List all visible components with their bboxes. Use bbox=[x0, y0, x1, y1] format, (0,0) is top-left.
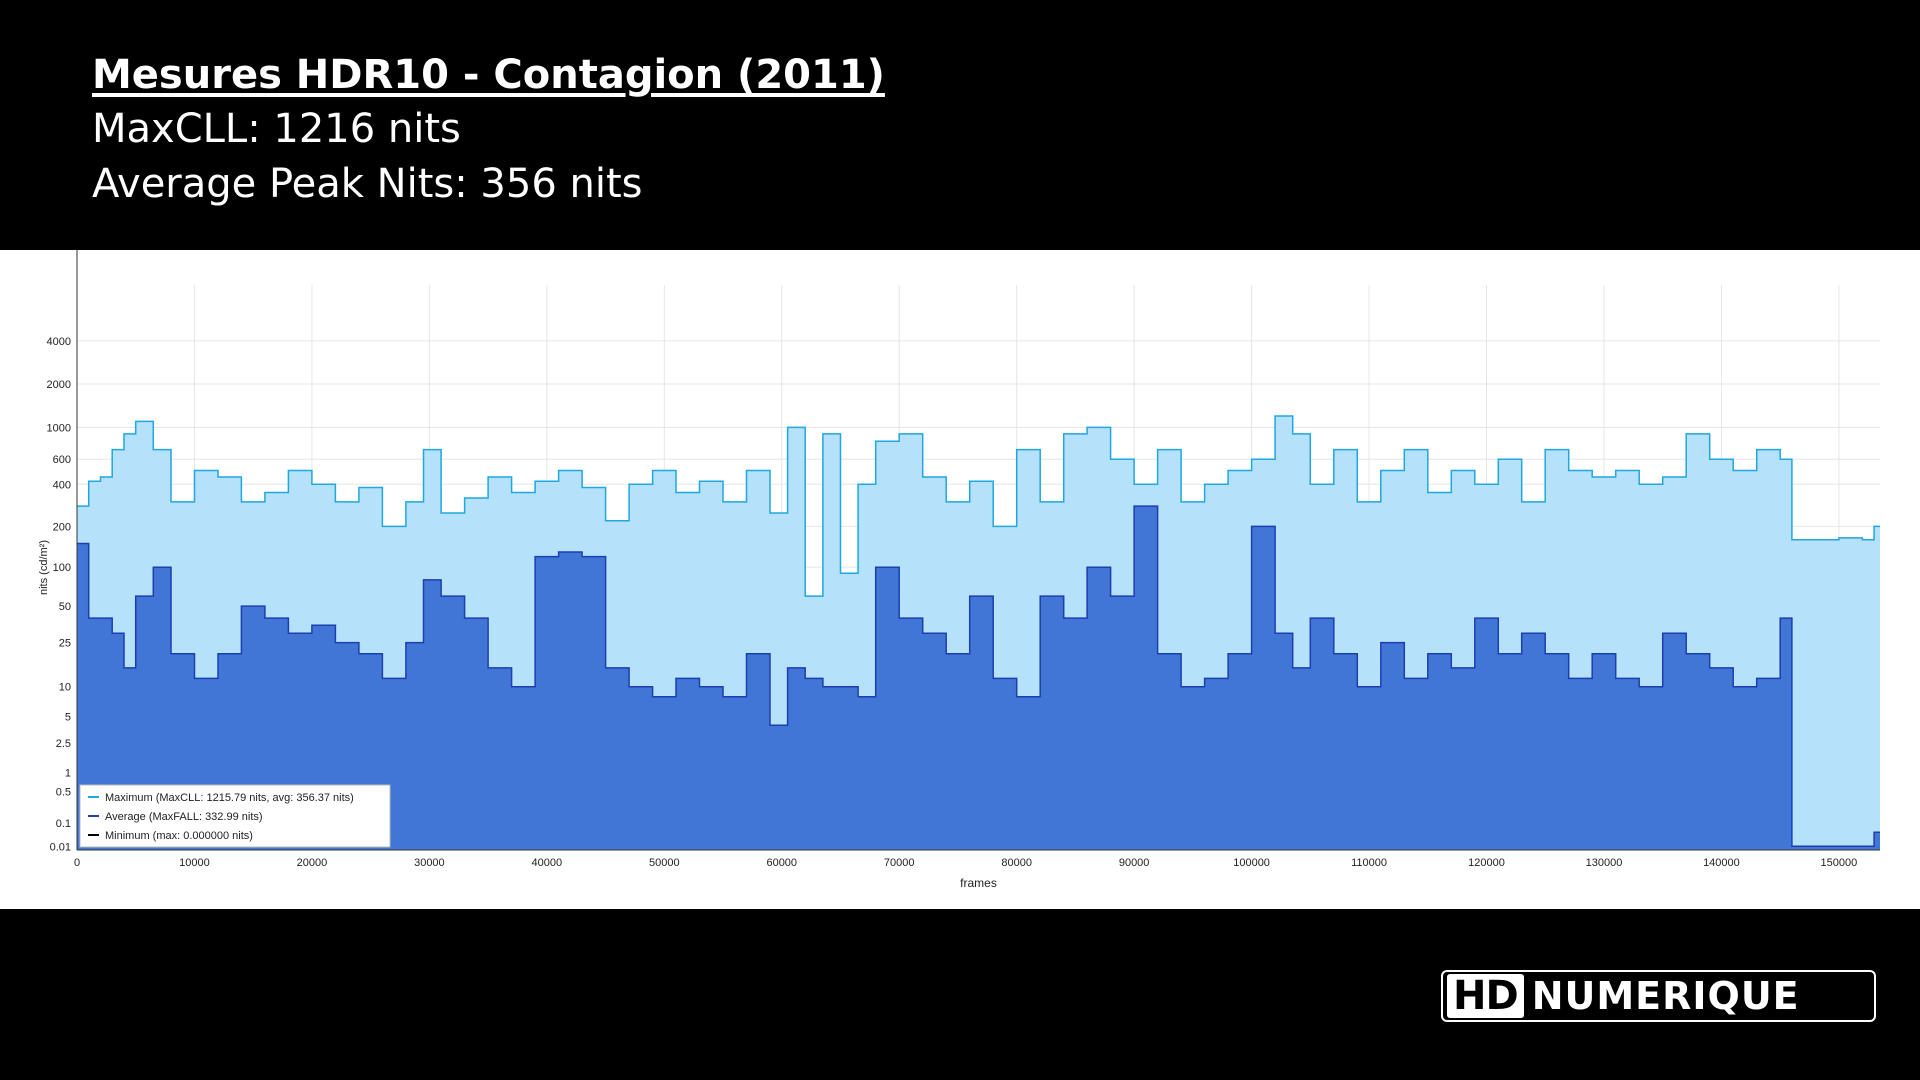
y-tick-label: 10 bbox=[59, 682, 71, 694]
average-area bbox=[77, 506, 1880, 850]
x-tick-label: 10000 bbox=[179, 857, 210, 869]
y-tick-label: 200 bbox=[53, 521, 71, 533]
x-tick-label: 80000 bbox=[1001, 857, 1032, 869]
x-tick-label: 130000 bbox=[1586, 857, 1623, 869]
y-tick-label: 600 bbox=[53, 454, 71, 466]
logo-wordmark: NUMERIQUE bbox=[1531, 974, 1800, 1018]
x-tick-label: 110000 bbox=[1351, 857, 1387, 869]
page-title: Mesures HDR10 - Contagion (2011) bbox=[92, 52, 885, 98]
average-line bbox=[77, 505, 1880, 848]
chart-panel: 0.01 0.1 0.5 1 2.5 5 10 25 50 100 200 400 600 1000 200… bbox=[0, 250, 1920, 909]
legend-label: Average (MaxFALL: 332.99 nits) bbox=[105, 811, 263, 823]
y-tick-label: 50 bbox=[59, 601, 71, 613]
x-tick-label: 0 bbox=[74, 857, 80, 869]
x-tick-label: 140000 bbox=[1703, 857, 1740, 869]
x-tick-label: 120000 bbox=[1468, 857, 1505, 869]
x-tick-label: 70000 bbox=[884, 857, 915, 869]
maximum-line bbox=[77, 415, 1880, 597]
x-tick-label: 150000 bbox=[1821, 857, 1858, 869]
x-tick-label: 30000 bbox=[414, 857, 445, 869]
legend-label: Maximum (MaxCLL: 1215.79 nits, avg: 356.… bbox=[105, 792, 354, 804]
maxcll-text: MaxCLL: 1216 nits bbox=[92, 106, 461, 152]
legend-label: Minimum (max: 0.000000 nits) bbox=[105, 830, 253, 842]
y-tick-label: 1000 bbox=[47, 422, 71, 434]
x-tick-label: 90000 bbox=[1119, 857, 1150, 869]
y-tick-label: 0.1 bbox=[56, 818, 71, 830]
y-tick-label: 2000 bbox=[47, 379, 71, 391]
y-tick-label: 100 bbox=[53, 562, 71, 574]
logo-hd-mark: HD bbox=[1447, 974, 1524, 1018]
brand-logo: HD NUMERIQUE bbox=[1441, 970, 1876, 1022]
y-tick-label: 0.01 bbox=[50, 841, 71, 853]
x-axis-label: frames bbox=[960, 876, 997, 890]
x-tick-label: 100000 bbox=[1233, 857, 1270, 869]
average-peak-text: Average Peak Nits: 356 nits bbox=[92, 161, 643, 207]
header-band: Mesures HDR10 - Contagion (2011) MaxCLL:… bbox=[0, 0, 1920, 250]
y-tick-label: 400 bbox=[53, 479, 71, 491]
y-tick-label: 2.5 bbox=[56, 738, 71, 750]
y-axis-label: nits (cd/m²) bbox=[38, 540, 50, 595]
x-tick-label: 20000 bbox=[297, 857, 328, 869]
y-tick-label: 4000 bbox=[47, 336, 71, 348]
x-tick-label: 60000 bbox=[766, 857, 797, 869]
y-tick-label: 5 bbox=[65, 711, 71, 723]
y-tick-label: 25 bbox=[59, 638, 71, 650]
x-tick-label: 40000 bbox=[532, 857, 563, 869]
x-tick-label: 50000 bbox=[649, 857, 680, 869]
legend-box bbox=[79, 784, 391, 848]
hdr-chart: 0.01 0.1 0.5 1 2.5 5 10 25 50 100 200 400 600 1000 200… bbox=[38, 250, 1880, 890]
y-tick-label: 0.5 bbox=[56, 786, 71, 798]
y-tick-label: 1 bbox=[65, 768, 71, 780]
